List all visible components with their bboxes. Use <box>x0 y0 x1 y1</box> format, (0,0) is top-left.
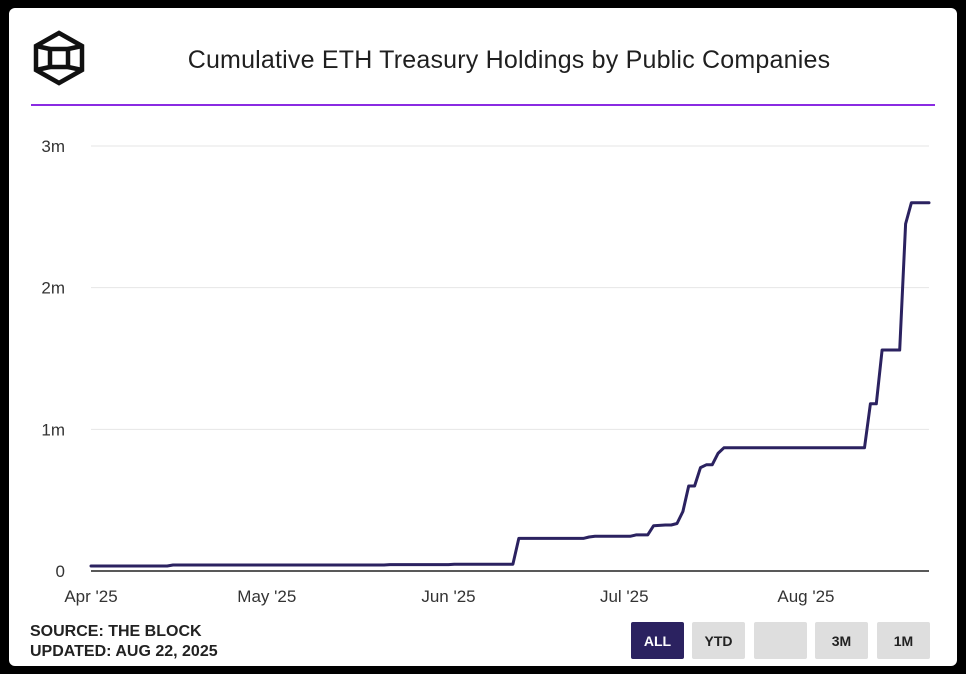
x-tick-label: Jun '25 <box>421 587 475 606</box>
y-tick-label: 2m <box>41 279 65 298</box>
range-button-3m[interactable]: 3M <box>815 622 868 659</box>
x-tick-label: May '25 <box>237 587 296 606</box>
y-tick-label: 1m <box>41 420 65 439</box>
range-button-ytd[interactable]: YTD <box>692 622 745 659</box>
range-button-1m[interactable]: 1M <box>877 622 930 659</box>
range-button-blank[interactable] <box>754 622 807 659</box>
chart-footer: SOURCE: THE BLOCK UPDATED: AUG 22, 2025 <box>30 622 218 662</box>
title-divider <box>31 104 935 106</box>
updated-text: UPDATED: AUG 22, 2025 <box>30 643 218 660</box>
chart-title: Cumulative ETH Treasury Holdings by Publ… <box>187 46 831 74</box>
line-chart: 0 1m 2m 3m Apr '25 May '25 Jun '25 Jul '25 Aug '… <box>41 137 931 606</box>
x-tick-label: Aug '25 <box>777 587 834 606</box>
chart-card: Cumulative ETH Treasury Holdings by Publ… <box>9 8 957 666</box>
y-tick-label: 3m <box>41 137 65 156</box>
x-tick-label: Apr '25 <box>64 587 117 606</box>
y-tick-label: 0 <box>56 562 65 581</box>
range-button-all[interactable]: ALL <box>631 622 684 659</box>
source-text: SOURCE: THE BLOCK <box>30 623 202 640</box>
series-line-0 <box>89 201 931 568</box>
x-tick-label: Jul '25 <box>600 587 649 606</box>
the-block-logo-icon <box>33 30 85 86</box>
